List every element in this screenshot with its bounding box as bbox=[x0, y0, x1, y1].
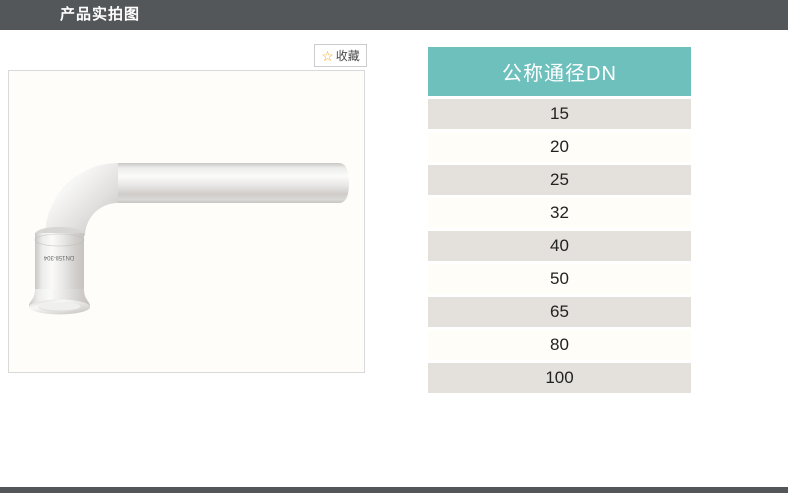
product-photo: DN15Ⅱ-304 bbox=[8, 70, 365, 373]
table-row: 20 bbox=[428, 132, 691, 162]
table-row: 25 bbox=[428, 165, 691, 195]
table-row: 15 bbox=[428, 99, 691, 129]
table-row: 32 bbox=[428, 198, 691, 228]
table-row: 50 bbox=[428, 264, 691, 294]
bottom-divider-bar bbox=[0, 487, 788, 493]
pipe-marking-label: DN15Ⅱ-304 bbox=[43, 254, 74, 260]
section-title-bar: 产品实拍图 bbox=[0, 0, 788, 30]
page-title: 产品实拍图 bbox=[60, 6, 141, 23]
table-row: 65 bbox=[428, 297, 691, 327]
elbow-pipe-illustration: DN15Ⅱ-304 bbox=[29, 163, 349, 315]
table-row: 80 bbox=[428, 330, 691, 360]
table-row: 100 bbox=[428, 363, 691, 393]
dn-spec-table: 公称通径DN 15 20 25 32 40 50 65 80 100 bbox=[428, 47, 691, 393]
favorite-button-label: 收藏 bbox=[335, 48, 360, 63]
table-header: 公称通径DN bbox=[428, 47, 691, 96]
star-icon: ☆ bbox=[321, 47, 334, 64]
favorite-button[interactable]: ☆ 收藏 bbox=[314, 44, 367, 67]
table-row: 40 bbox=[428, 231, 691, 261]
